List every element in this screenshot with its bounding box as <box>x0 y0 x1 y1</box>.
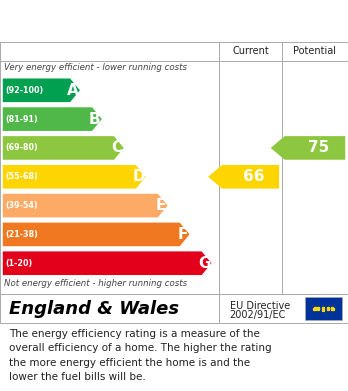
Text: B: B <box>89 111 101 127</box>
Text: Energy Efficiency Rating: Energy Efficiency Rating <box>9 14 230 29</box>
Polygon shape <box>3 194 168 217</box>
Polygon shape <box>3 251 212 275</box>
Text: F: F <box>177 227 188 242</box>
Polygon shape <box>208 165 279 188</box>
Text: (55-68): (55-68) <box>6 172 38 181</box>
Text: Current: Current <box>232 46 269 56</box>
Polygon shape <box>3 165 146 188</box>
Text: (1-20): (1-20) <box>6 259 33 268</box>
Text: (92-100): (92-100) <box>6 86 44 95</box>
Text: C: C <box>111 140 122 156</box>
Text: 2002/91/EC: 2002/91/EC <box>230 310 286 319</box>
Polygon shape <box>3 136 124 160</box>
Text: E: E <box>156 198 166 213</box>
Polygon shape <box>3 222 190 246</box>
Text: 75: 75 <box>308 140 329 156</box>
Text: England & Wales: England & Wales <box>9 300 179 318</box>
Text: A: A <box>67 83 79 98</box>
Bar <box>304 297 342 321</box>
Text: (69-80): (69-80) <box>6 143 38 152</box>
Text: (21-38): (21-38) <box>6 230 38 239</box>
Text: EU Directive: EU Directive <box>230 301 290 311</box>
Text: Potential: Potential <box>293 46 337 56</box>
Text: D: D <box>132 169 145 184</box>
Polygon shape <box>3 79 80 102</box>
Polygon shape <box>271 136 345 160</box>
Text: Not energy efficient - higher running costs: Not energy efficient - higher running co… <box>4 279 187 288</box>
Text: The energy efficiency rating is a measure of the
overall efficiency of a home. T: The energy efficiency rating is a measur… <box>9 329 271 382</box>
Text: Very energy efficient - lower running costs: Very energy efficient - lower running co… <box>4 63 187 72</box>
Text: (81-91): (81-91) <box>6 115 38 124</box>
Polygon shape <box>3 107 102 131</box>
Text: G: G <box>198 256 211 271</box>
Text: (39-54): (39-54) <box>6 201 38 210</box>
Text: 66: 66 <box>243 169 265 184</box>
